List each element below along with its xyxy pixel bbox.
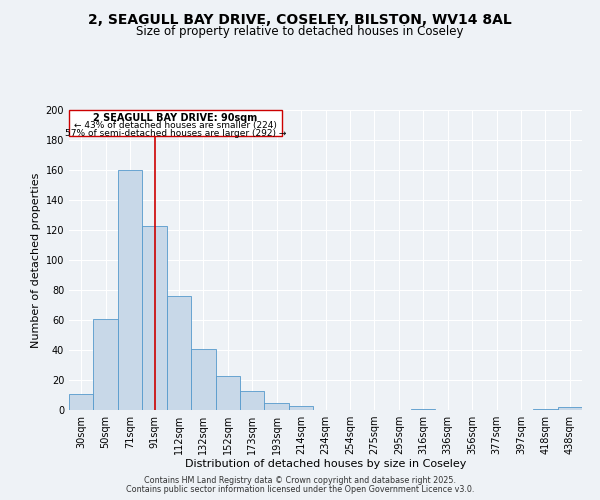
Text: 2, SEAGULL BAY DRIVE, COSELEY, BILSTON, WV14 8AL: 2, SEAGULL BAY DRIVE, COSELEY, BILSTON, … xyxy=(88,12,512,26)
Bar xyxy=(265,402,289,410)
Bar xyxy=(289,406,313,410)
Text: Contains HM Land Registry data © Crown copyright and database right 2025.: Contains HM Land Registry data © Crown c… xyxy=(144,476,456,485)
FancyBboxPatch shape xyxy=(69,110,281,136)
Text: 57% of semi-detached houses are larger (292) →: 57% of semi-detached houses are larger (… xyxy=(65,128,286,138)
Bar xyxy=(557,407,582,410)
Bar xyxy=(142,226,167,410)
Bar xyxy=(215,376,240,410)
Bar xyxy=(118,170,142,410)
Text: ← 43% of detached houses are smaller (224): ← 43% of detached houses are smaller (22… xyxy=(74,121,277,130)
Bar xyxy=(69,394,94,410)
Bar xyxy=(167,296,191,410)
Y-axis label: Number of detached properties: Number of detached properties xyxy=(31,172,41,348)
Text: Size of property relative to detached houses in Coseley: Size of property relative to detached ho… xyxy=(136,25,464,38)
Text: Contains public sector information licensed under the Open Government Licence v3: Contains public sector information licen… xyxy=(126,485,474,494)
Bar xyxy=(94,318,118,410)
Bar xyxy=(191,348,215,410)
Bar xyxy=(533,408,557,410)
X-axis label: Distribution of detached houses by size in Coseley: Distribution of detached houses by size … xyxy=(185,458,466,468)
Text: 2 SEAGULL BAY DRIVE: 90sqm: 2 SEAGULL BAY DRIVE: 90sqm xyxy=(93,113,257,123)
Bar xyxy=(240,390,265,410)
Bar xyxy=(411,408,436,410)
